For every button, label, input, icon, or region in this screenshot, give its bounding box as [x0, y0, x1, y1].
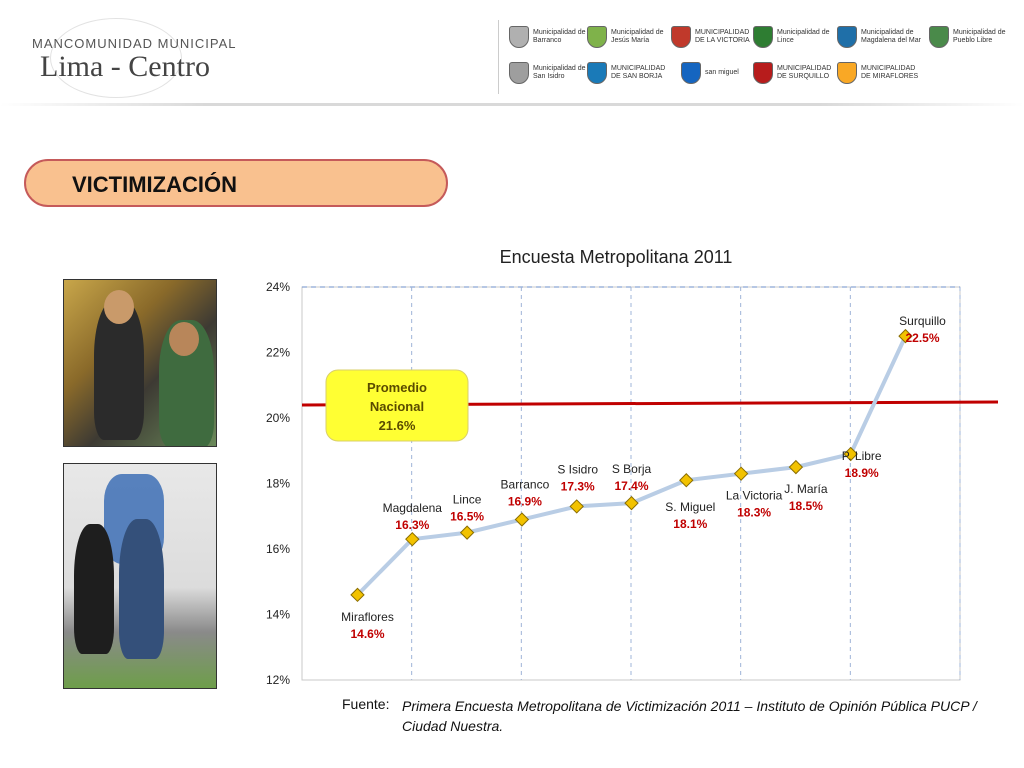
- point-value-label: 18.5%: [789, 499, 823, 513]
- reference-title-line1: Promedio: [367, 380, 427, 395]
- crest-icon: [671, 26, 691, 48]
- point-value-label: 18.1%: [673, 517, 707, 531]
- header-divider: [0, 103, 1024, 106]
- point-value-label: 14.6%: [350, 627, 384, 641]
- data-point-marker: [350, 587, 365, 603]
- municipality-logo: Municipalidad de San Isidro: [509, 60, 595, 86]
- section-title-pill: VICTIMIZACIÓN: [24, 159, 448, 207]
- data-point-marker: [898, 328, 913, 344]
- municipality-logo: Municipalidad de Pueblo Libre: [929, 24, 1015, 50]
- point-value-label: 17.3%: [561, 479, 595, 493]
- point-name-label: La Victoria: [726, 489, 783, 503]
- source-label: Fuente:: [342, 696, 390, 712]
- crest-icon: [753, 62, 773, 84]
- municipality-name: MUNICIPALIDAD DE SURQUILLO: [777, 65, 832, 80]
- point-name-label: Barranco: [501, 478, 550, 492]
- data-point-marker: [788, 459, 804, 475]
- point-name-label: S. Miguel: [665, 500, 715, 514]
- series-markers: [350, 328, 913, 603]
- crest-icon: [509, 62, 529, 84]
- point-name-label: Lince: [453, 493, 482, 507]
- crest-icon: [587, 62, 607, 84]
- crest-icon: [587, 26, 607, 48]
- logo-line1: MANCOMUNIDAD MUNICIPAL: [32, 36, 237, 51]
- crest-icon: [753, 26, 773, 48]
- municipality-logo: MUNICIPALIDAD DE LA VICTORIA: [671, 24, 757, 50]
- point-value-label: 17.4%: [614, 479, 648, 493]
- point-value-label: 18.9%: [845, 466, 879, 480]
- crest-icon: [837, 62, 857, 84]
- point-name-label: S Isidro: [557, 462, 598, 476]
- crest-icon: [681, 62, 701, 84]
- municipality-name: MUNICIPALIDAD DE LA VICTORIA: [695, 29, 750, 44]
- point-name-label: S Borja: [612, 462, 652, 476]
- y-tick-label: 24%: [266, 280, 290, 294]
- point-value-label: 16.3%: [395, 518, 429, 532]
- municipality-logo: MUNICIPALIDAD DE MIRAFLORES: [837, 60, 923, 86]
- point-value-label: 16.9%: [508, 495, 542, 509]
- municipality-name: Municipalidad de Magdalena del Mar: [861, 29, 921, 44]
- municipality-logo: Municipalidad de Lince: [753, 24, 839, 50]
- photo-assault: [63, 279, 217, 447]
- point-name-label: J. María: [784, 482, 828, 496]
- reference-label-box: Promedio Nacional 21.6%: [325, 369, 469, 442]
- municipality-name: Municipalidad de Lince: [777, 29, 830, 44]
- point-name-label: P. Libre: [842, 449, 882, 463]
- municipality-name: MUNICIPALIDAD DE MIRAFLORES: [861, 65, 919, 80]
- municipality-logo: Municipalidad de Jesús María: [587, 24, 673, 50]
- point-name-label: Miraflores: [341, 610, 394, 624]
- reference-value-label: 21.6%: [379, 418, 416, 433]
- y-tick-label: 20%: [266, 411, 290, 425]
- municipality-name: san miguel: [705, 69, 739, 76]
- municipality-logo: san miguel: [681, 60, 767, 86]
- chart-grid: [301, 286, 961, 681]
- municipality-name: Municipalidad de San Isidro: [533, 65, 586, 80]
- y-tick-label: 18%: [266, 477, 290, 491]
- municipality-logo: Municipalidad de Barranco: [509, 24, 595, 50]
- data-point-marker: [514, 512, 530, 527]
- y-tick-label: 16%: [266, 542, 290, 556]
- crest-icon: [929, 26, 949, 48]
- y-tick-label: 14%: [266, 608, 290, 622]
- reference-title-line2: Nacional: [370, 399, 424, 414]
- logo-line2: Lima - Centro: [40, 50, 210, 83]
- municipality-logo: MUNICIPALIDAD DE SURQUILLO: [753, 60, 839, 86]
- y-tick-label: 22%: [266, 346, 290, 360]
- data-point-marker: [459, 525, 475, 540]
- data-point-marker: [569, 499, 584, 514]
- y-axis: 12% 14% 16% 18% 20% 22% 24%: [266, 280, 290, 687]
- municipality-name: MUNICIPALIDAD DE SAN BORJA: [611, 65, 666, 80]
- municipality-name: Municipalidad de Barranco: [533, 29, 586, 44]
- point-labels: Miraflores 14.6% Magdalena 16.3% Lince 16.5% B…: [341, 314, 946, 641]
- source-text: Primera Encuesta Metropolitana de Victim…: [402, 698, 977, 734]
- logo-swirl-icon: [50, 18, 182, 98]
- point-value-label: 18.3%: [737, 506, 771, 520]
- municipality-name: Municipalidad de Jesús María: [611, 29, 664, 44]
- data-point-marker: [624, 495, 639, 511]
- point-name-label: Magdalena: [383, 501, 443, 515]
- point-name-label: Surquillo: [899, 314, 946, 328]
- chart-title: Encuesta Metropolitana 2011: [500, 247, 733, 267]
- data-point-marker: [843, 446, 858, 462]
- data-point-marker: [405, 531, 420, 547]
- municipality-logo: Municipalidad de Magdalena del Mar: [837, 24, 923, 50]
- crest-icon: [509, 26, 529, 48]
- mancomunidad-logo: MANCOMUNIDAD MUNICIPAL Lima - Centro: [20, 14, 240, 100]
- data-point-marker: [733, 466, 749, 481]
- crest-icon: [837, 26, 857, 48]
- municipality-name: Municipalidad de Pueblo Libre: [953, 29, 1006, 44]
- municipality-logo: MUNICIPALIDAD DE SAN BORJA: [587, 60, 673, 86]
- photo-robbery-chase: [63, 463, 217, 689]
- data-point-marker: [679, 473, 694, 488]
- section-title: VICTIMIZACIÓN: [72, 172, 237, 197]
- point-value-label: 22.5%: [905, 331, 939, 345]
- municipality-logos: Municipalidad de Barranco Municipalidad d…: [498, 20, 1009, 94]
- point-value-label: 16.5%: [450, 510, 484, 524]
- y-tick-label: 12%: [266, 673, 290, 687]
